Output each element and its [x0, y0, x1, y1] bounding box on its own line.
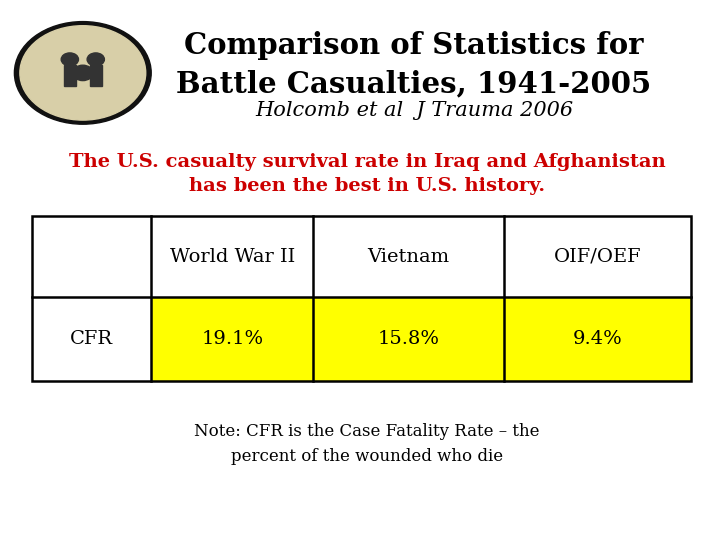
Text: Vietnam: Vietnam: [367, 247, 450, 266]
Circle shape: [87, 53, 104, 66]
Bar: [90, 65, 102, 86]
Bar: [151, 297, 691, 381]
Text: 19.1%: 19.1%: [201, 330, 264, 348]
Text: World War II: World War II: [170, 247, 294, 266]
Text: Battle Casualties, 1941-2005: Battle Casualties, 1941-2005: [176, 69, 652, 98]
Text: OIF/OEF: OIF/OEF: [554, 247, 642, 266]
Text: 9.4%: 9.4%: [572, 330, 623, 348]
Text: Note: CFR is the Case Fatality Rate – the: Note: CFR is the Case Fatality Rate – th…: [194, 423, 540, 441]
Text: 15.8%: 15.8%: [377, 330, 440, 348]
Text: CFR: CFR: [71, 330, 113, 348]
Circle shape: [61, 53, 78, 66]
Bar: [32, 216, 691, 381]
Circle shape: [73, 65, 93, 80]
Text: Holcomb et al  J Trauma 2006: Holcomb et al J Trauma 2006: [255, 101, 573, 120]
Bar: [32, 216, 691, 381]
Text: has been the best in U.S. history.: has been the best in U.S. history.: [189, 177, 545, 195]
Circle shape: [20, 26, 145, 120]
Text: The U.S. casualty survival rate in Iraq and Afghanistan: The U.S. casualty survival rate in Iraq …: [69, 153, 665, 171]
Text: Comparison of Statistics for: Comparison of Statistics for: [184, 31, 644, 60]
Circle shape: [14, 22, 151, 124]
Bar: [64, 65, 76, 86]
Text: percent of the wounded who die: percent of the wounded who die: [231, 448, 503, 465]
